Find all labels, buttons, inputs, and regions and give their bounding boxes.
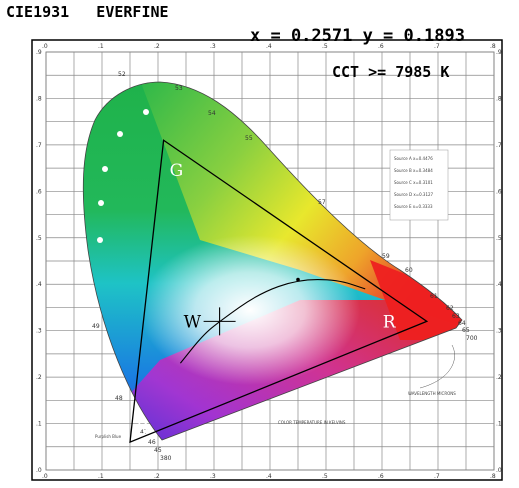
locus-mark: 54 [208, 110, 216, 117]
locus-mark: 60 [405, 267, 413, 274]
x-tick-label-top: .8 [490, 43, 496, 50]
y-tick-label-left: .8 [36, 95, 42, 102]
y-tick-labels: .0 .0 .1 .1 .2 .2 .3 .3 .4 .4 .5 .5 .6 .6 .7 .7 .8 .8 .9 .9 [36, 49, 502, 474]
x-tick-label-bottom: .1 [98, 473, 104, 480]
white-point-label: W [184, 312, 202, 332]
locus-mark: 59 [382, 253, 390, 260]
planckian-locus [179, 279, 366, 364]
y-tick-label-right: .9 [496, 49, 502, 56]
x-tick-label-bottom: .2 [154, 473, 160, 480]
gamut-triangle [129, 139, 429, 444]
y-tick-label-right: .0 [496, 467, 502, 474]
locus-marks: 52 53 54 55 57 59 60 61 62 63 64 65 700 … [92, 71, 478, 462]
coordinate-readout: x = 0.2571 y = 0.1893 [250, 26, 465, 46]
x-tick-labels: .0 .0 .1 .1 .2 .2 .3 .3 .4 .4 .5 .5 .6 .6 .7 .7 .8 .8 [42, 43, 496, 480]
locus-mark: 57 [318, 199, 326, 206]
vertex-label-r: R [383, 312, 397, 332]
locus-mark: 64 [458, 320, 466, 327]
y-tick-label-right: .5 [496, 235, 502, 242]
y-tick-label-right: .2 [496, 374, 502, 381]
x-tick-label-bottom: .6 [378, 473, 384, 480]
legend-source-d: Source D x=0.3127 [394, 192, 434, 197]
x-tick-label-bottom: .5 [322, 473, 328, 480]
locus-mark: 700 [466, 335, 478, 342]
source-legend: Source A x=0.4476 Source B x=0.3484 Sour… [389, 149, 449, 221]
y-tick-label-right: .8 [496, 95, 502, 102]
locus-mark: 45 [154, 447, 162, 454]
locus-mark: 63 [452, 313, 460, 320]
locus-mark: 380 [160, 455, 172, 462]
y-tick-label-right: .6 [496, 188, 502, 195]
y-tick-label-left: .7 [36, 142, 42, 149]
locus-mark: 53 [175, 85, 183, 92]
x-tick-label-top: .6 [378, 43, 384, 50]
white-point-marker [203, 307, 236, 336]
cct-readout: CCT >= 7985 K [332, 63, 450, 81]
x-tick-label-bottom: .7 [434, 473, 440, 480]
x-tick-label-bottom: .4 [266, 473, 272, 480]
legend-source-e: Source E x=0.3333 [394, 204, 433, 209]
x-tick-label-bottom: .0 [42, 473, 48, 480]
y-tick-label-right: .1 [496, 421, 502, 428]
locus-mark: 46 [148, 439, 156, 446]
locus-mark: 55 [245, 135, 253, 142]
locus-mark: 48 [115, 395, 123, 402]
legend-source-a: Source A x=0.4476 [394, 156, 433, 161]
y-tick-label-left: .3 [36, 328, 42, 335]
x-tick-label-bottom: .8 [490, 473, 496, 480]
annotation-wavelength: WAVELENGTH MICRONS [408, 391, 456, 396]
y-tick-label-right: .4 [496, 281, 502, 288]
locus-mark: 65 [462, 327, 470, 334]
y-tick-label-right: .3 [496, 328, 502, 335]
y-tick-label-left: .5 [36, 235, 42, 242]
x-tick-label-top: .3 [210, 43, 216, 50]
y-tick-label-left: .9 [36, 49, 42, 56]
annotation-purplish-blue: Purplish Blue [95, 434, 122, 439]
y-tick-label-left: .4 [36, 281, 42, 288]
annotation-color-temp: COLOR TEMPERATURE IN KELVINS [278, 420, 346, 425]
x-tick-label-top: .0 [42, 43, 48, 50]
page-title: CIE1931 EVERFINE [6, 3, 169, 21]
annotation-arrow [419, 344, 455, 389]
y-tick-label-left: .0 [36, 467, 42, 474]
vertex-label-g: G [170, 161, 184, 181]
legend-source-b: Source B x=0.3484 [394, 168, 433, 173]
legend-source-c: Source C x=0.3101 [394, 180, 433, 185]
y-tick-label-right: .7 [496, 142, 502, 149]
y-tick-label-left: .2 [36, 374, 42, 381]
locus-mark: 61 [430, 293, 438, 300]
spectral-locus-outline [82, 81, 463, 441]
locus-dot [296, 277, 300, 282]
x-tick-label-top: .1 [98, 43, 104, 50]
x-tick-label-top: .7 [434, 43, 440, 50]
y-tick-label-left: .6 [36, 188, 42, 195]
x-tick-label-top: .4 [266, 43, 272, 50]
x-tick-label-bottom: .3 [210, 473, 216, 480]
locus-mark: 52 [118, 71, 126, 78]
y-tick-label-left: .1 [36, 421, 42, 428]
locus-mark: 49 [92, 323, 100, 330]
locus-mark: 62 [446, 305, 454, 312]
locus-mark: 47 [140, 429, 148, 436]
x-tick-label-top: .5 [322, 43, 328, 50]
vertex-label-b: B [136, 419, 149, 439]
x-tick-label-top: .2 [154, 43, 160, 50]
boundary-dots [97, 109, 149, 243]
